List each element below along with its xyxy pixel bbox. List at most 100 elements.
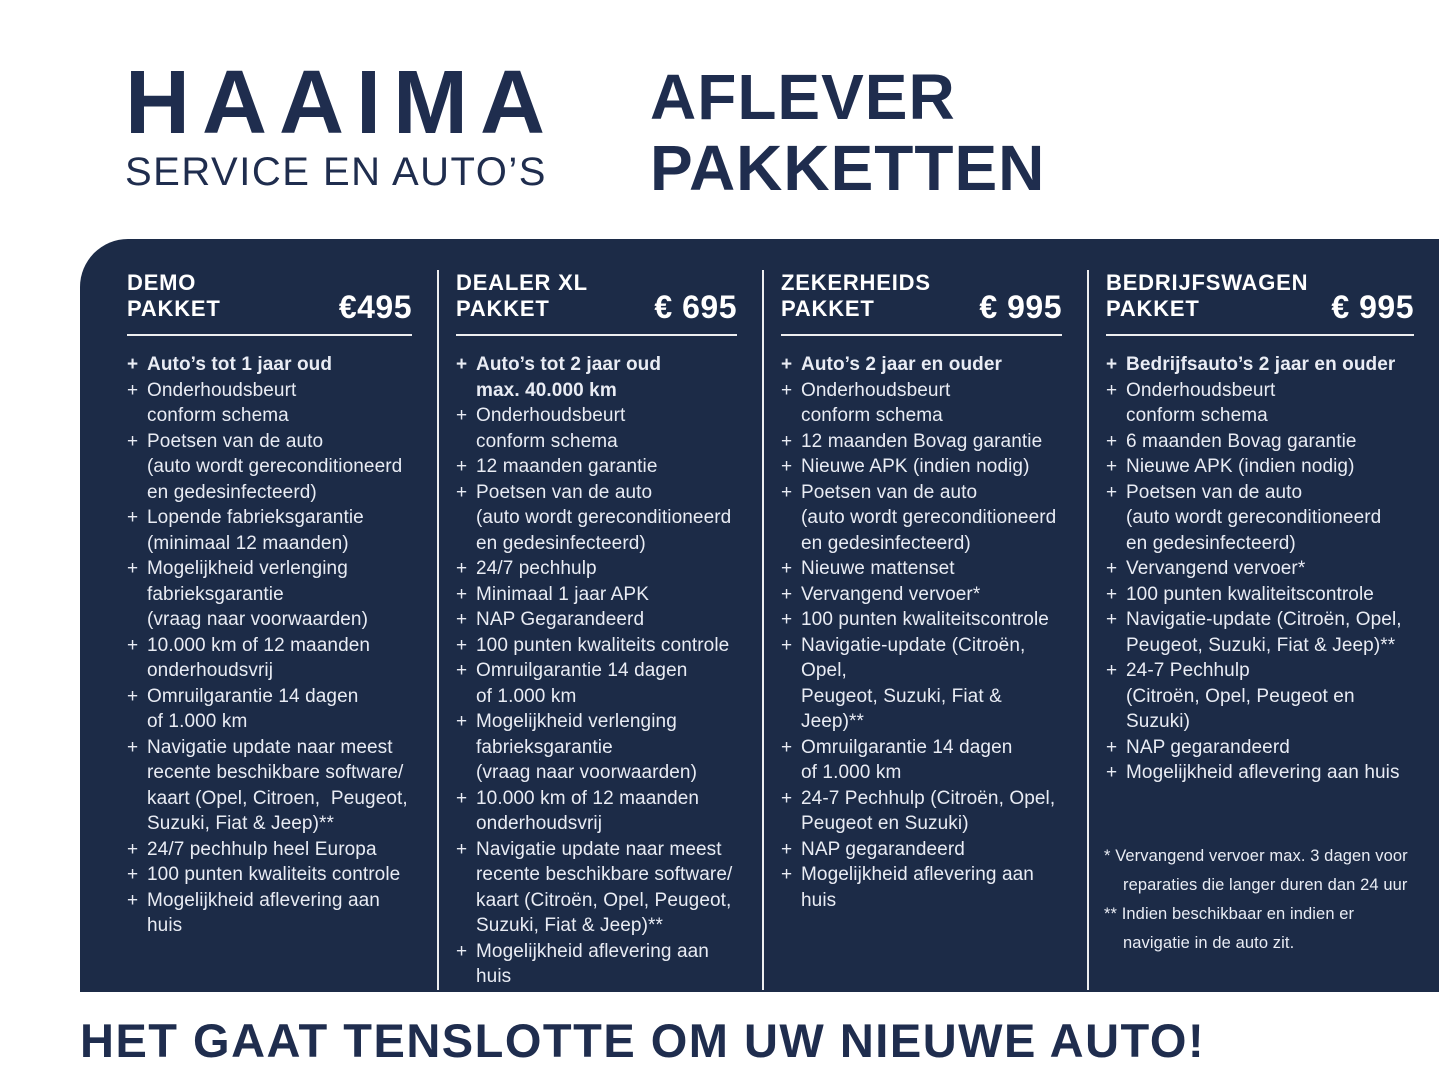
package-item: + Mogelijkheid aflevering aan huis [127, 888, 412, 939]
plus-icon: + [127, 354, 139, 375]
plus-icon: + [127, 736, 139, 758]
plus-icon: + [781, 430, 793, 452]
package-item-text: Poetsen van de auto (auto wordt gerecondi… [1126, 481, 1382, 554]
package-items: + Auto’s tot 2 jaar oud max. 40.000 km + Ond… [456, 352, 737, 990]
package-item: + Vervangend vervoer* [1106, 556, 1414, 582]
package-item: + Mogelijkheid verlenging fabrieksgarantie… [456, 709, 737, 786]
package-item-text: Omruilgarantie 14 dagen of 1.000 km [801, 736, 1013, 784]
package-item: + Nieuwe mattenset [781, 556, 1062, 582]
package-item-text: 12 maanden Bovag garantie [801, 430, 1043, 452]
plus-icon: + [781, 354, 793, 375]
package-item-text: NAP gegarandeerd [1126, 736, 1290, 758]
plus-icon: + [456, 405, 468, 426]
package-item: +12 maanden Bovag garantie [781, 429, 1062, 455]
plus-icon: + [781, 609, 793, 630]
package-item: + Navigatie update naar meest recente besc… [127, 735, 412, 837]
footnote-line: * Vervangend vervoer max. 3 dagen voor [1104, 847, 1408, 865]
package-item: +10.000 km of 12 maanden onderhoudsvrij [456, 786, 737, 837]
package-item-text: Bedrijfsauto’s 2 jaar en ouder [1126, 354, 1396, 375]
package-name: BEDRIJFSWAGEN PAKKET [1106, 270, 1309, 321]
package-item: + Omruilgarantie 14 dagen of 1.000 km [781, 735, 1062, 786]
plus-icon: + [127, 507, 139, 528]
plus-icon: + [127, 685, 139, 707]
package-price: €495 [338, 289, 412, 325]
package-item: + Poetsen van de auto (auto wordt gerecond… [456, 480, 737, 557]
package-item: + Navigatie-update (Citroën, Opel, Peugeot… [1106, 607, 1414, 658]
plus-icon: + [127, 379, 139, 401]
package-price: € 995 [979, 289, 1062, 325]
plus-icon: + [456, 634, 468, 656]
plus-icon: + [456, 558, 468, 579]
package-item: +100 punten kwaliteitscontrole [781, 607, 1062, 633]
package-item: + Onderhoudsbeurt conform schema [1106, 378, 1414, 429]
footnotes: * Vervangend vervoer max. 3 dagen voor r… [1104, 842, 1408, 958]
package-item-text: Nieuwe mattenset [801, 558, 955, 579]
package-item: + Poetsen van de auto (auto wordt gerecond… [127, 429, 412, 506]
package-item-text: 24-7 Pechhulp (Citroën, Opel, Peugeot en … [1126, 660, 1355, 732]
package-item-text: 6 maanden Bovag garantie [1126, 430, 1357, 452]
brand-name: HAAIMA [125, 53, 557, 153]
plus-icon: + [1106, 583, 1118, 605]
package-item-text: Poetsen van de auto (auto wordt gerecondi… [147, 430, 403, 503]
package-item-text: Minimaal 1 jaar APK [476, 583, 649, 605]
package-item: + Nieuwe APK (indien nodig) [781, 454, 1062, 480]
package-item: +100 punten kwaliteitscontrole [1106, 582, 1414, 608]
package-item: + Poetsen van de auto (auto wordt gerecond… [1106, 480, 1414, 557]
package-item-text: 24/7 pechhulp heel Europa [147, 838, 377, 860]
package-column: ZEKERHEIDS PAKKET € 995 + Auto’s 2 jaar en… [762, 270, 1087, 990]
package-item: + Navigatie update naar meest recente besc… [456, 837, 737, 939]
package-name: DEMO PAKKET [127, 270, 221, 321]
package-items: + Auto’s tot 1 jaar oud + Onderhoudsbeurt co… [127, 352, 412, 939]
package-item: + Onderhoudsbeurt conform schema [781, 378, 1062, 429]
package-item: + Poetsen van de auto (auto wordt gerecond… [781, 480, 1062, 557]
package-header: DEALER XL PAKKET € 695 [456, 270, 737, 336]
package-item-text: Mogelijkheid verlenging fabrieksgarantie(… [476, 711, 698, 783]
plus-icon: + [1106, 609, 1118, 630]
footnote-line: navigatie in de auto zit. [1123, 934, 1295, 952]
package-items: + Bedrijfsauto’s 2 jaar en ouder + Onderhou… [1106, 352, 1414, 786]
package-item-text: 10.000 km of 12 maanden onderhoudsvrij [476, 787, 700, 835]
poster-title-line1: AFLEVER [650, 61, 956, 133]
package-item: +12 maanden garantie [456, 454, 737, 480]
plus-icon: + [1106, 481, 1118, 503]
package-item-text: Mogelijkheid aflevering aan huis [147, 889, 380, 937]
package-item-text: Vervangend vervoer* [801, 583, 981, 605]
plus-icon: + [456, 660, 468, 681]
package-item-text: Auto’s tot 2 jaar oud max. 40.000 km [476, 354, 662, 401]
package-item: + Vervangend vervoer* [781, 582, 1062, 608]
package-item-text: 100 punten kwaliteits controle [476, 634, 730, 656]
package-item-text: Mogelijkheid verlenging fabrieksgarantie(… [147, 558, 369, 630]
package-item: +100 punten kwaliteits controle [456, 633, 737, 659]
package-column: DEALER XL PAKKET € 695 + Auto’s tot 2 jaar… [437, 270, 762, 990]
package-item: + Mogelijkheid aflevering aan huis [1106, 760, 1414, 786]
package-item: + NAP gegarandeerd [1106, 735, 1414, 761]
plus-icon: + [1106, 736, 1118, 758]
package-item-text: 100 punten kwaliteitscontrole [1126, 583, 1374, 605]
package-item: + Navigatie-update (Citroën, Opel, Peugeot… [781, 633, 1062, 735]
package-item-text: Omruilgarantie 14 dagen of 1.000 km [147, 685, 359, 733]
brand-subtitle: SERVICE EN AUTO’S [125, 150, 547, 194]
package-items: + Auto’s 2 jaar en ouder + Onderhoudsbeurt c… [781, 352, 1062, 913]
package-item-text: Navigatie-update (Citroën, Opel, Peugeot,… [801, 634, 1026, 733]
package-item: +6 maanden Bovag garantie [1106, 429, 1414, 455]
package-item-text: Mogelijkheid aflevering aan huis [801, 864, 1034, 911]
package-header: DEMO PAKKET €495 [127, 270, 412, 336]
plus-icon: + [456, 838, 468, 860]
package-item-text: Poetsen van de auto (auto wordt gerecondi… [801, 481, 1057, 554]
package-item: + Omruilgarantie 14 dagen of 1.000 km [127, 684, 412, 735]
package-name: ZEKERHEIDS PAKKET [781, 270, 931, 321]
plus-icon: + [456, 583, 468, 605]
plus-icon: + [456, 481, 468, 503]
plus-icon: + [127, 634, 139, 656]
package-item: +24-7 Pechhulp (Citroën, Opel, Peugeot en… [1106, 658, 1414, 735]
package-item: + Mogelijkheid aflevering aan huis [781, 862, 1062, 913]
plus-icon: + [456, 787, 468, 809]
package-item: + NAP Gegarandeerd [456, 607, 737, 633]
package-item-text: Omruilgarantie 14 dagen of 1.000 km [476, 660, 688, 707]
plus-icon: + [456, 354, 468, 375]
brand-logo: HAAIMA SERVICE EN AUTO’S [125, 58, 557, 194]
package-item-text: Onderhoudsbeurt conform schema [801, 379, 951, 427]
package-column: DEMO PAKKET €495 + Auto’s tot 1 jaar oud + O… [80, 270, 437, 990]
package-header: ZEKERHEIDS PAKKET € 995 [781, 270, 1062, 336]
package-item-text: NAP gegarandeerd [801, 838, 965, 860]
